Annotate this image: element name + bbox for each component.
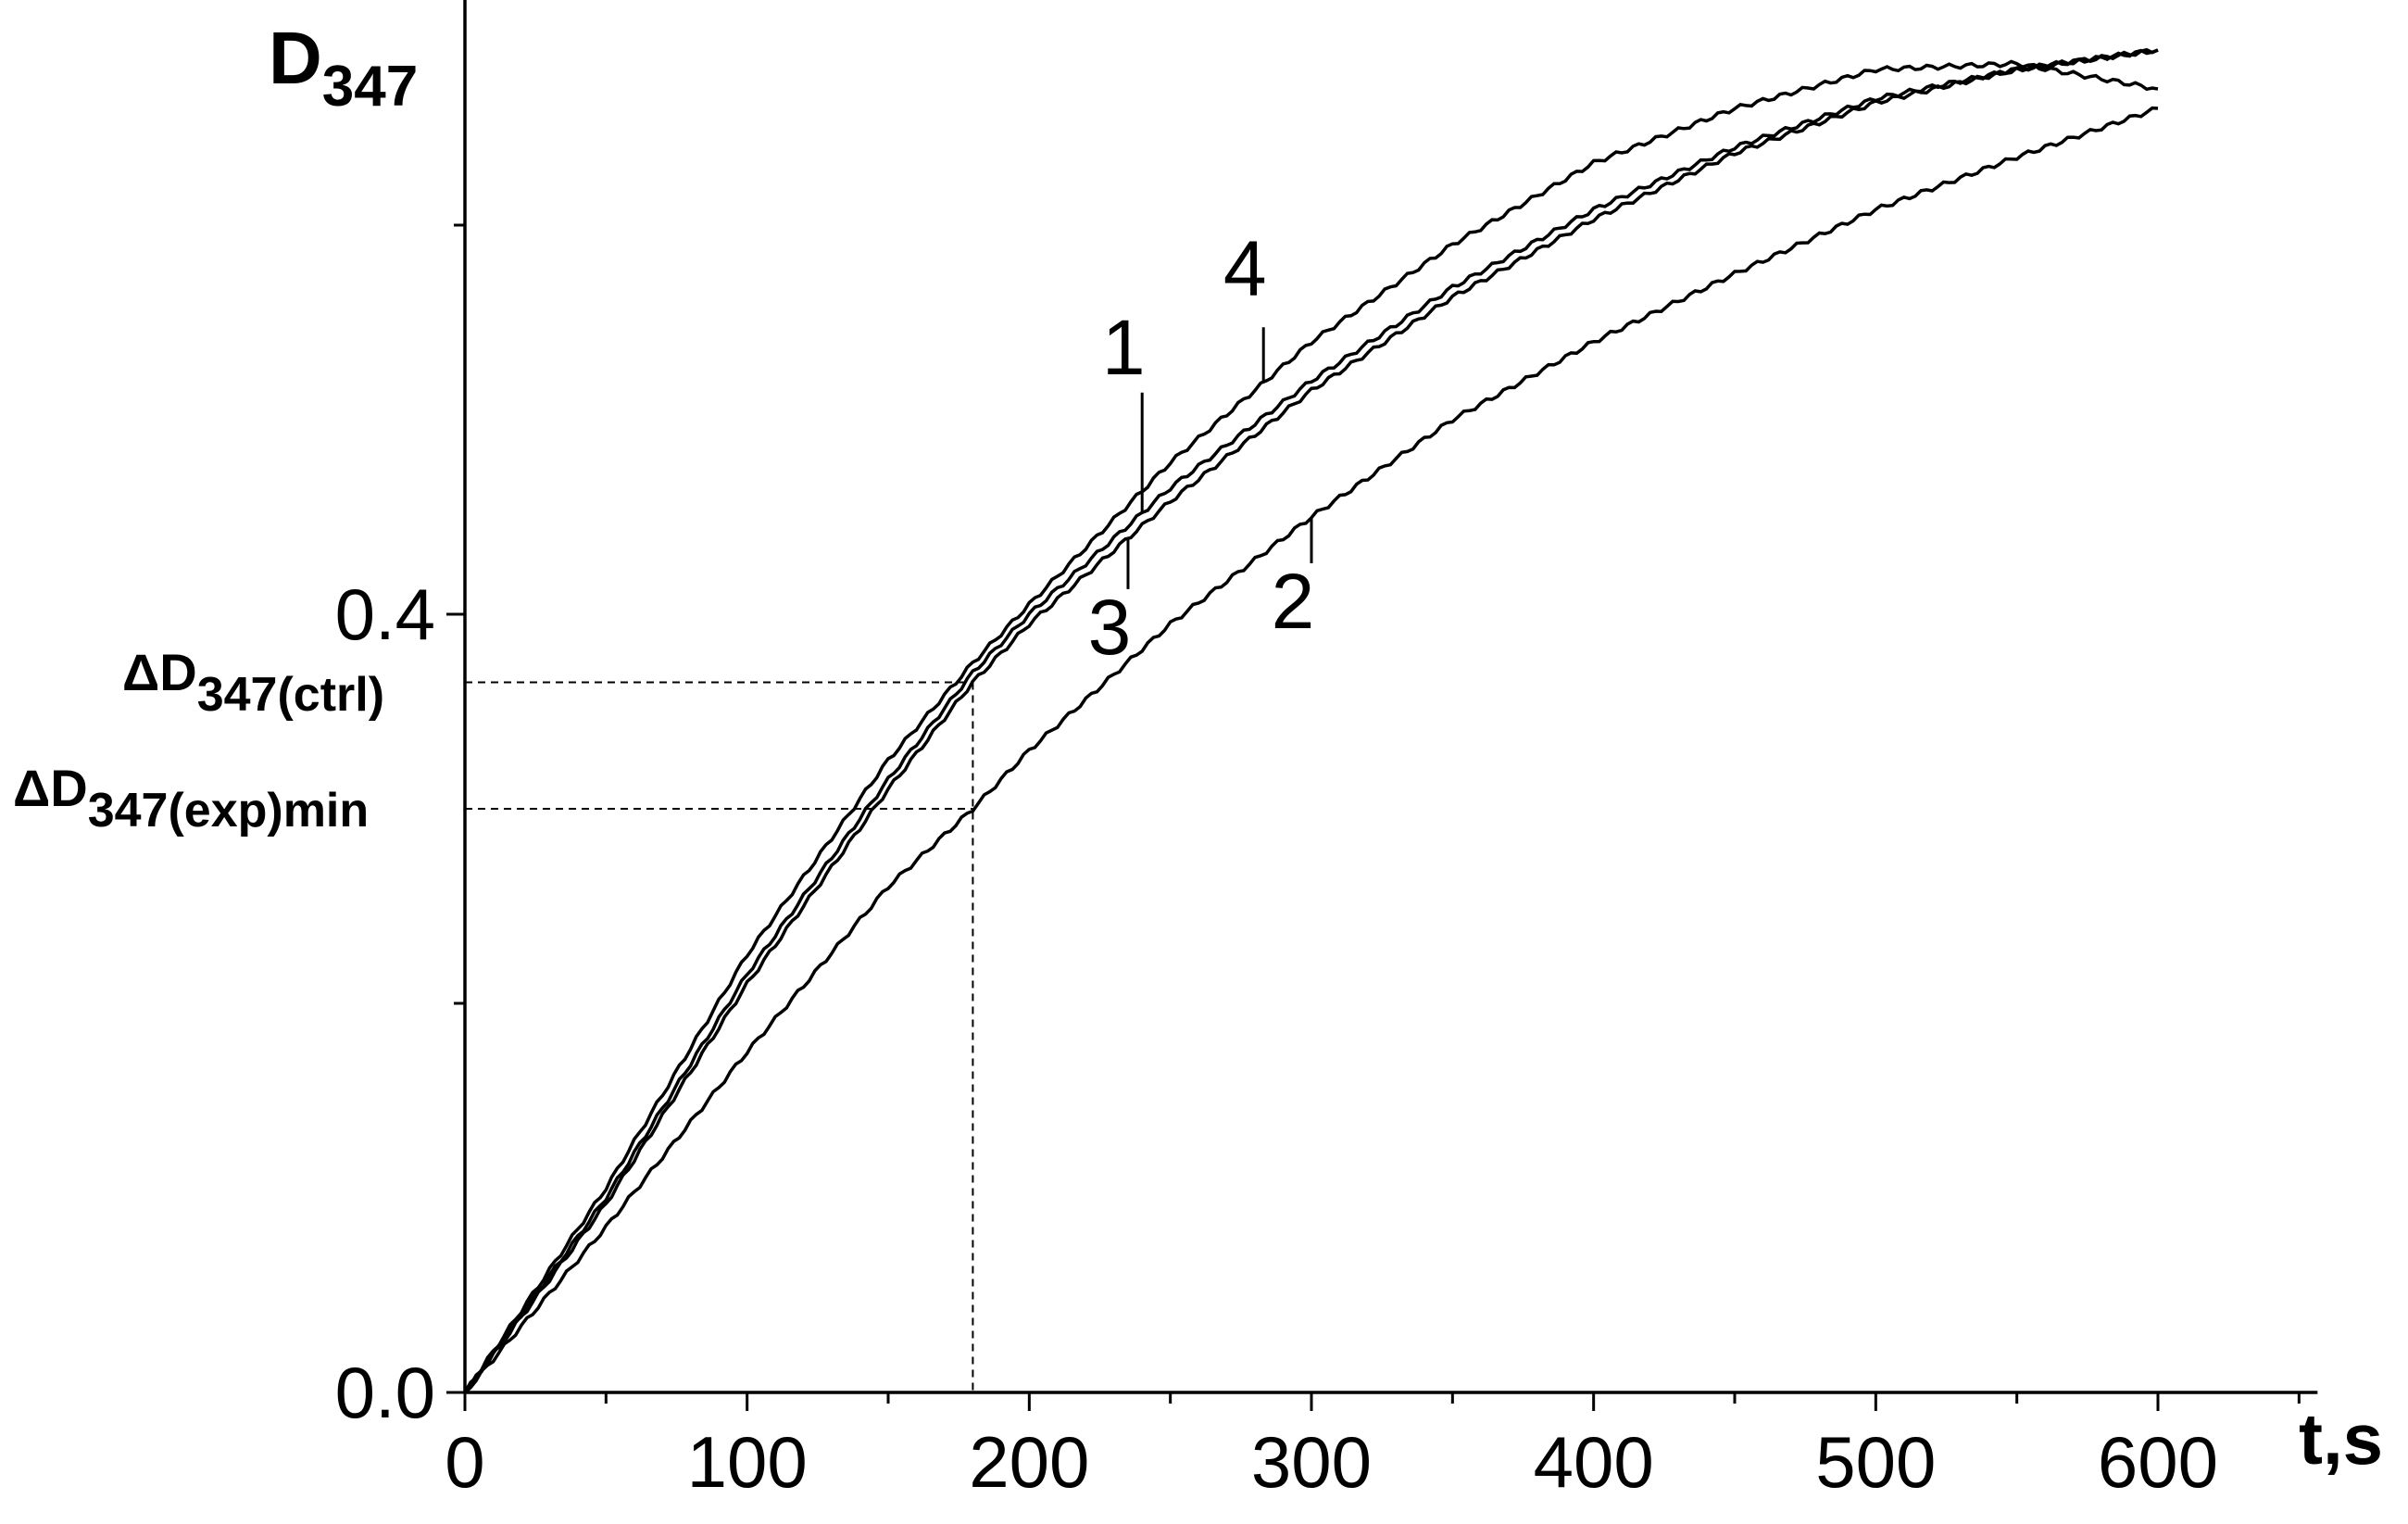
curve-label-4: 4 <box>1223 224 1267 311</box>
x-tick-label: 500 <box>1815 1421 1936 1503</box>
series-line-4 <box>463 59 2159 1393</box>
x-tick-label: 0 <box>445 1421 484 1503</box>
y-axis-title: D347 <box>269 17 418 119</box>
ref-ctrl-label-main: ΔD <box>122 643 197 701</box>
y-tick-label: 0.0 <box>335 1352 435 1433</box>
ref-ctrl-label-subscript: 347(ctrl) <box>197 668 384 722</box>
curve-label-3: 3 <box>1088 584 1132 671</box>
x-tick-label: 400 <box>1534 1421 1654 1503</box>
curve-label-1: 1 <box>1102 304 1146 391</box>
axes <box>463 0 2318 1394</box>
series-line-2 <box>463 106 2159 1394</box>
curve-label-2: 2 <box>1272 558 1315 645</box>
series-line-3 <box>463 47 2159 1394</box>
reference-guides <box>465 681 974 1392</box>
ref-exp-label-subscript: 347(exp)min <box>88 784 369 838</box>
series-line-1 <box>463 48 2159 1393</box>
y-axis-title-main: D <box>269 17 322 99</box>
series-curves <box>463 47 2159 1394</box>
x-tick-label: 600 <box>2098 1421 2218 1503</box>
y-tick-label: 0.4 <box>335 573 435 655</box>
ref-exp-label-main: ΔD <box>13 759 88 817</box>
ticks: 0 100 200 300 400 500 600 0.0 0.4 <box>335 223 2301 1503</box>
x-tick-label: 200 <box>969 1421 1089 1503</box>
x-tick-label: 300 <box>1251 1421 1372 1503</box>
ref-exp-label: ΔD347(exp)min <box>13 759 369 838</box>
x-axis-title: t,s <box>2299 1398 2383 1480</box>
y-axis-title-subscript: 347 <box>322 55 418 119</box>
ref-ctrl-label: ΔD347(ctrl) <box>122 643 384 722</box>
curve-labels: 1 2 3 4 <box>1088 224 1315 671</box>
x-tick-label: 100 <box>687 1421 808 1503</box>
